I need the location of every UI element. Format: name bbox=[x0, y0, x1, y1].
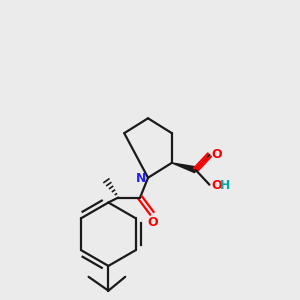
Text: H: H bbox=[220, 179, 231, 192]
Polygon shape bbox=[172, 163, 196, 173]
Text: N: N bbox=[136, 172, 146, 185]
Text: O: O bbox=[212, 148, 222, 161]
Text: O: O bbox=[148, 216, 158, 230]
Text: O: O bbox=[212, 179, 222, 192]
